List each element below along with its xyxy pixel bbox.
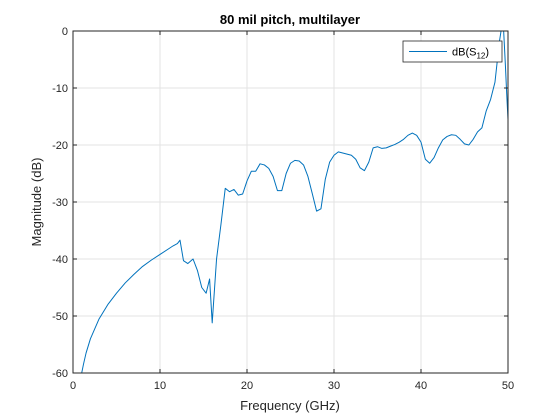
y-tick-label: 0 [62, 26, 68, 38]
x-axis-label: Frequency (GHz) [240, 398, 340, 413]
series-line-s12 [81, 31, 508, 373]
legend: dB(S12) [402, 40, 503, 63]
x-tick-label: 30 [328, 380, 340, 392]
series-layer [81, 31, 508, 373]
y-tick-label: -50 [52, 311, 68, 323]
chart-title: 80 mil pitch, multilayer [220, 12, 360, 27]
x-tick-label: 10 [154, 380, 166, 392]
legend-entry-main: dB(S [452, 47, 476, 59]
legend-entry-subscript: 12 [476, 52, 485, 61]
legend-entry: dB(S12) [452, 47, 489, 61]
x-tick-label: 0 [70, 380, 76, 392]
tick-marks [72, 30, 509, 374]
x-tick-label: 40 [415, 380, 427, 392]
y-tick-label: -40 [52, 254, 68, 266]
y-tick-label: -30 [52, 197, 68, 209]
y-tick-label: -60 [52, 368, 68, 380]
x-tick-label: 20 [241, 380, 253, 392]
tick-labels: 0 10 20 30 40 50 0 -10 -20 -30 -40 -50 -60 [52, 26, 514, 392]
y-axis-label: Magnitude (dB) [29, 158, 44, 247]
legend-entry-close: ) [485, 47, 489, 59]
y-tick-label: -20 [52, 140, 68, 152]
x-tick-label: 50 [502, 380, 514, 392]
y-tick-label: -10 [52, 83, 68, 95]
legend-box [402, 40, 503, 63]
